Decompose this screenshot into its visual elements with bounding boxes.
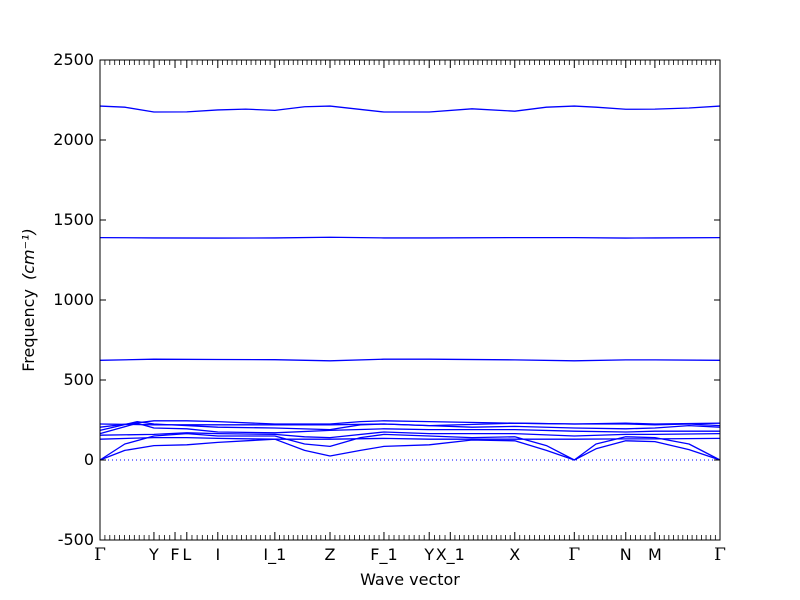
- band-line-3: [99, 358, 721, 362]
- x-tick-label: Γ: [568, 545, 580, 565]
- x-tick-label: I: [215, 545, 220, 564]
- y-tick-label: 1000: [53, 290, 94, 309]
- y-axis-unit: (cm⁻¹): [19, 228, 38, 280]
- band-series-group: [99, 105, 721, 461]
- x-tick-label: M: [648, 545, 662, 564]
- y-tick-label: 1500: [53, 210, 94, 229]
- x-tick-label: F: [170, 545, 179, 564]
- band-line-1: [99, 105, 721, 113]
- y-axis-ticks: -500 0 500 1000 1500 2000 2500: [53, 50, 720, 549]
- x-tick-label: Γ: [94, 545, 106, 565]
- x-tick-label: F_1: [370, 545, 397, 565]
- x-tick-label: L: [182, 545, 191, 564]
- x-tick-label: X_1: [436, 545, 465, 565]
- y-tick-label: 2500: [53, 50, 94, 69]
- x-tick-label: X: [509, 545, 520, 564]
- band-line-4: [99, 438, 721, 461]
- y-tick-label: 0: [84, 450, 94, 469]
- band-line-6: [99, 436, 721, 440]
- x-tick-label: Y: [423, 545, 434, 564]
- x-tick-label: Z: [325, 545, 336, 564]
- plot-area-border: [99, 59, 721, 541]
- band-line-5: [99, 432, 721, 461]
- plot-frame: [99, 59, 721, 541]
- band-line-10: [99, 420, 721, 428]
- x-axis-label: Wave vector: [360, 570, 460, 589]
- y-tick-label: 2000: [53, 130, 94, 149]
- x-tick-label: I_1: [263, 545, 286, 565]
- y-tick-label: 500: [63, 370, 94, 389]
- y-axis-label: Frequency (cm⁻¹): [19, 228, 38, 371]
- band-line-11: [99, 422, 721, 427]
- band-line-2: [99, 236, 721, 239]
- band-line-8: [99, 422, 720, 435]
- x-tick-label: N: [620, 545, 632, 564]
- x-axis-ticks: Γ Y F L I I_1 Z F_1 Y X_1 X Γ N M Γ: [94, 60, 726, 565]
- x-tick-label: Y: [148, 545, 159, 564]
- y-tick-label: -500: [58, 530, 94, 549]
- y-axis-label-text: Frequency: [19, 289, 38, 372]
- band-line-7: [99, 431, 721, 439]
- x-tick-label: Γ: [714, 545, 726, 565]
